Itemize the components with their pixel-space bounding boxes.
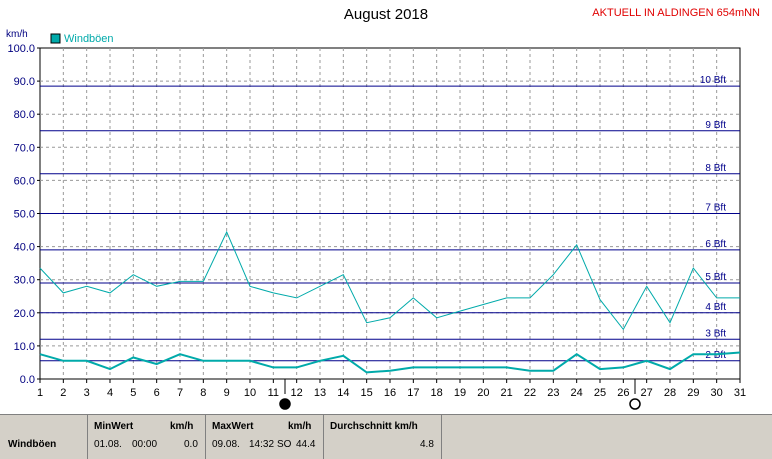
x-tick-label: 28 xyxy=(664,387,676,399)
beaufort-label: 6 Bft xyxy=(705,239,726,250)
max-time: 14:32 xyxy=(249,439,275,450)
x-tick-label: 18 xyxy=(431,387,443,399)
min-value: 0.0 xyxy=(184,439,198,450)
max-value: 44.4 xyxy=(296,439,316,450)
scroll-strip xyxy=(757,30,772,414)
stats-avg-cell: Durchschnitt km/h 4.8 xyxy=(324,415,442,459)
series-line-windboeen xyxy=(39,230,740,331)
max-header: MaxWert xyxy=(212,421,254,432)
beaufort-label: 2 Bft xyxy=(705,350,726,361)
beaufort-label: 5 Bft xyxy=(705,272,726,283)
x-tick-label: 30 xyxy=(711,387,723,399)
y-axis-label: km/h xyxy=(6,29,28,40)
legend-label: Windböen xyxy=(64,33,114,45)
x-tick-label: 6 xyxy=(154,387,160,399)
x-tick-label: 31 xyxy=(734,387,746,399)
x-tick-label: 26 xyxy=(617,387,629,399)
x-tick-label: 17 xyxy=(407,387,419,399)
x-tick-label: 10 xyxy=(244,387,256,399)
beaufort-label: 7 Bft xyxy=(705,203,726,214)
x-tick-label: 24 xyxy=(571,387,583,399)
x-tick-label: 7 xyxy=(177,387,183,399)
x-tick-label: 23 xyxy=(547,387,559,399)
stats-panel: Windböen MinWert km/h 01.08. 00:00 0.0 M… xyxy=(0,414,772,459)
y-tick-label: 20.0 xyxy=(14,308,35,320)
min-time: 00:00 xyxy=(132,439,158,450)
x-tick-label: 13 xyxy=(314,387,326,399)
x-tick-label: 8 xyxy=(200,387,206,399)
y-tick-label: 90.0 xyxy=(14,76,35,88)
max-date: 09.08. xyxy=(212,439,240,450)
avg-value: 4.8 xyxy=(420,439,434,450)
x-tick-label: 22 xyxy=(524,387,536,399)
full-moon-icon xyxy=(629,398,641,410)
station-label: AKTUELL IN ALDINGEN 654mNN xyxy=(592,7,760,19)
beaufort-label: 9 Bft xyxy=(705,120,726,131)
y-tick-label: 60.0 xyxy=(14,175,35,187)
x-tick-label: 15 xyxy=(361,387,373,399)
new-moon-icon xyxy=(279,398,291,410)
y-tick-label: 0.0 xyxy=(20,374,35,386)
max-dir: SO xyxy=(277,439,292,450)
wind-chart: 2 Bft 3 Bft 4 Bft 5 Bft 6 Bft 7 Bft 8 Bft 9 Bft… xyxy=(6,29,746,410)
min-unit: km/h xyxy=(170,421,194,432)
x-tick-label: 20 xyxy=(477,387,489,399)
y-tick-label: 100.0 xyxy=(7,43,35,55)
stats-max-cell: MaxWert km/h 09.08. 14:32 SO 44.4 xyxy=(206,415,324,459)
min-date: 01.08. xyxy=(94,439,122,450)
x-tick-label: 16 xyxy=(384,387,396,399)
beaufort-label: 4 Bft xyxy=(705,302,726,313)
x-tick-label: 21 xyxy=(501,387,513,399)
x-tick-label: 4 xyxy=(107,387,113,399)
series-line-mittel xyxy=(39,351,741,374)
x-tick-label: 25 xyxy=(594,387,606,399)
y-tick-label: 30.0 xyxy=(14,275,35,287)
y-tick-label: 50.0 xyxy=(14,209,35,221)
chart-title: August 2018 xyxy=(343,6,429,23)
x-tick-label: 19 xyxy=(454,387,466,399)
beaufort-label: 3 Bft xyxy=(705,328,726,339)
stats-label-cell: Windböen xyxy=(0,415,88,459)
x-tick-label: 3 xyxy=(84,387,90,399)
y-tick-label: 70.0 xyxy=(14,142,35,154)
y-tick-label: 40.0 xyxy=(14,242,35,254)
beaufort-label: 10 Bft xyxy=(700,75,726,86)
stats-row-label: Windböen xyxy=(8,439,57,450)
y-tick-label: 80.0 xyxy=(14,109,35,121)
x-tick-label: 11 xyxy=(268,387,279,399)
beaufort-label: 8 Bft xyxy=(705,163,726,174)
max-unit: km/h xyxy=(288,421,312,432)
x-tick-label: 9 xyxy=(224,387,230,399)
y-tick-label: 10.0 xyxy=(14,341,35,353)
avg-header: Durchschnitt km/h xyxy=(330,421,418,432)
min-header: MinWert xyxy=(94,421,134,432)
x-tick-label: 1 xyxy=(37,387,43,399)
stats-min-cell: MinWert km/h 01.08. 00:00 0.0 xyxy=(88,415,206,459)
x-tick-label: 14 xyxy=(337,387,349,399)
legend-swatch xyxy=(50,33,61,44)
x-tick-label: 27 xyxy=(641,387,653,399)
x-tick-label: 5 xyxy=(130,387,136,399)
x-tick-label: 12 xyxy=(291,387,303,399)
x-tick-label: 29 xyxy=(687,387,699,399)
x-tick-label: 2 xyxy=(60,387,66,399)
